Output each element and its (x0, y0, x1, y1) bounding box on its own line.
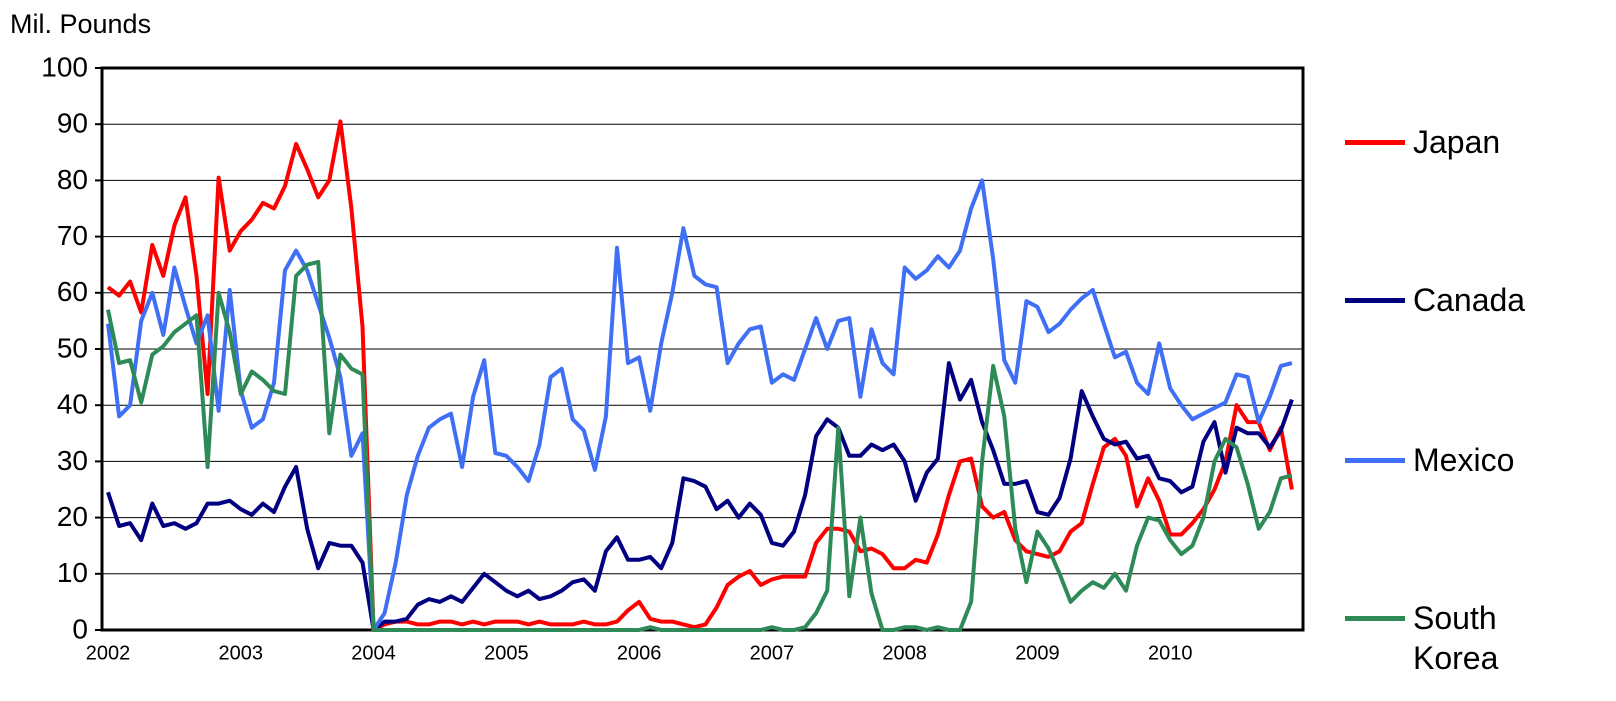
y-tick-label: 0 (72, 613, 88, 644)
legend-swatch (1345, 458, 1405, 463)
x-tick-label: 2008 (882, 642, 927, 664)
legend-label: South Korea (1413, 600, 1499, 676)
y-tick-label: 10 (57, 557, 88, 588)
legend-swatch (1345, 298, 1405, 303)
legend-swatch (1345, 616, 1405, 621)
y-tick-label: 60 (57, 276, 88, 307)
x-tick-label: 2009 (1015, 642, 1060, 664)
y-tick-label: 70 (57, 220, 88, 251)
y-tick-label: 30 (57, 445, 88, 476)
x-tick-label: 2007 (750, 642, 795, 664)
y-tick-label: 90 (57, 108, 88, 139)
y-tick-label: 40 (57, 389, 88, 420)
y-tick-label: 20 (57, 501, 88, 532)
y-axis-label: Mil. Pounds (10, 9, 151, 39)
legend-label: Mexico (1413, 442, 1515, 478)
x-tick-label: 2005 (484, 642, 529, 664)
x-tick-label: 2004 (351, 642, 396, 664)
series-line (106, 259, 1293, 632)
x-tick-label: 2003 (219, 642, 264, 664)
y-tick-label: 100 (41, 51, 88, 82)
series-line (106, 119, 1294, 632)
y-tick-label: 50 (57, 332, 88, 363)
x-tick-label: 2002 (86, 642, 131, 664)
series-line (106, 361, 1294, 632)
y-tick-label: 80 (57, 164, 88, 195)
legend-swatch (1345, 140, 1405, 145)
legend-label: Canada (1413, 282, 1526, 318)
x-tick-label: 2010 (1148, 642, 1193, 664)
legend-item: Canada (1345, 280, 1533, 320)
legend-item: Mexico (1345, 440, 1533, 480)
x-tick-label: 2006 (617, 642, 662, 664)
legend-item: South Korea (1345, 598, 1533, 678)
legend-label: Japan (1413, 124, 1501, 160)
legend-item: Japan (1345, 122, 1533, 162)
